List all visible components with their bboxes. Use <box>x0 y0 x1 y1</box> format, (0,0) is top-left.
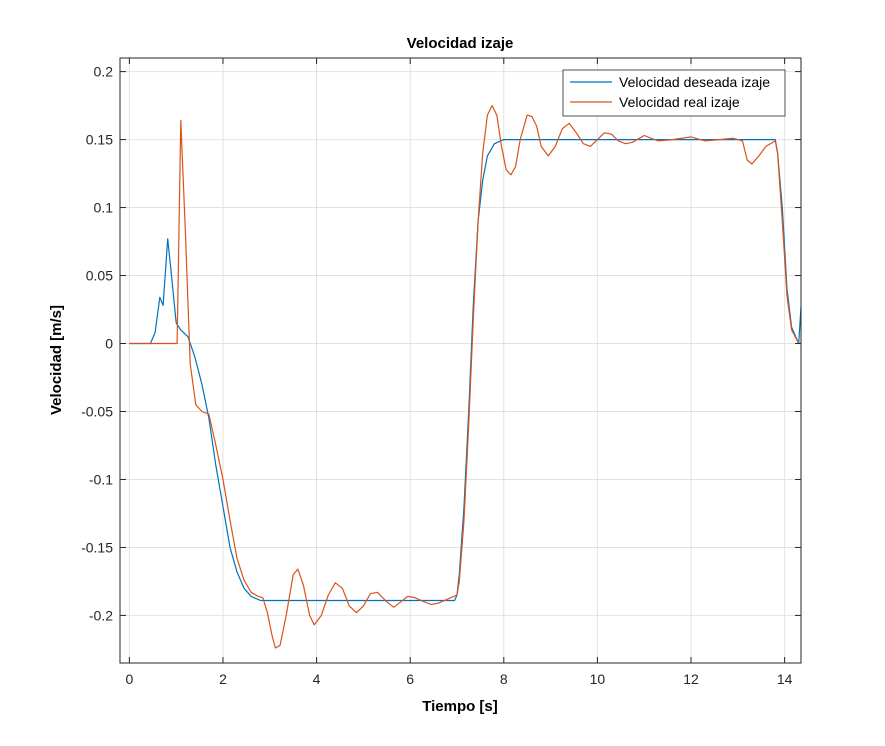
series-line-0 <box>129 139 802 602</box>
x-tick-label: 2 <box>219 671 227 687</box>
plot-area-border <box>119 57 802 664</box>
series-layer <box>129 105 802 649</box>
y-tick-label: 0 <box>105 336 113 352</box>
axis-ticks <box>120 58 801 663</box>
series-line-1 <box>129 105 801 649</box>
y-tick-label: -0.1 <box>89 471 113 487</box>
x-tick-label: 14 <box>777 671 793 687</box>
y-axis-label: Velocidad [m/s] <box>48 305 65 415</box>
y-tick-label: -0.15 <box>81 539 113 555</box>
x-tick-label: 8 <box>500 671 508 687</box>
x-tick-label: 10 <box>590 671 606 687</box>
y-tick-label: 0.15 <box>86 132 113 148</box>
y-tick-label: -0.2 <box>89 607 113 623</box>
legend-box <box>562 69 786 117</box>
x-axis-label: Tiempo [s] <box>422 698 498 715</box>
x-tick-label: 12 <box>683 671 699 687</box>
grid-lines <box>120 58 801 663</box>
y-tick-label: 0.1 <box>94 200 114 216</box>
legend-label-1: Velocidad real izaje <box>619 94 740 110</box>
y-tick-label: 0.05 <box>86 268 113 284</box>
x-tick-label: 4 <box>313 671 321 687</box>
y-tick-label: -0.05 <box>81 403 113 419</box>
legend-label-0: Velocidad deseada izaje <box>619 74 770 90</box>
axis-tick-labels: 0 2 4 6 8 10 12 14 -0.2 -0.15 -0.1 -0.05 0 0.05 0.1 0.1… <box>81 64 793 687</box>
y-tick-label: 0.2 <box>94 64 114 80</box>
legend: Velocidad deseada izaje Velocidad real i… <box>562 69 786 117</box>
chart-title: Velocidad izaje <box>407 35 514 52</box>
x-tick-label: 0 <box>125 671 133 687</box>
x-tick-label: 6 <box>406 671 414 687</box>
